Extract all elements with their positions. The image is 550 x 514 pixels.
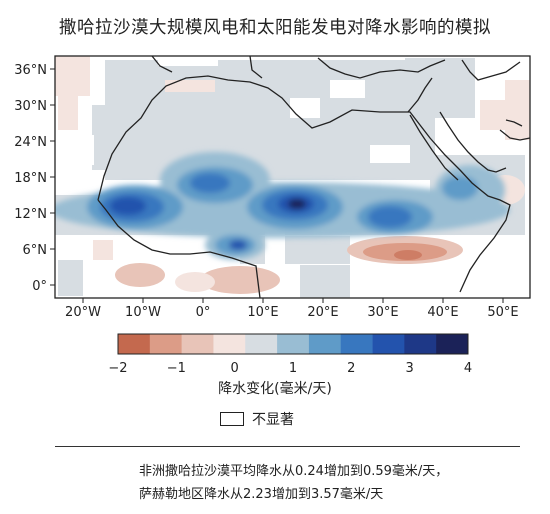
colorbar-tick-label: 2 (347, 361, 355, 376)
lon-tick-label: 50°E (487, 305, 518, 320)
lon-tick-label: 30°E (367, 305, 398, 320)
divider (55, 446, 520, 447)
figure-title: 撒哈拉沙漠大规模风电和太阳能发电对降水影响的模拟 (59, 18, 491, 38)
lat-tick-label: 24°N (14, 135, 47, 150)
lon-tick-label: 40°E (427, 305, 458, 320)
colorbar-cell (213, 334, 246, 354)
colorbar-cell (308, 334, 342, 354)
precipitation-field (55, 56, 530, 298)
lon-tick-label: 20°E (307, 305, 338, 320)
colorbar-tick-label: −1 (167, 361, 186, 376)
drying-areas (55, 56, 530, 294)
colorbar-tick-label: 1 (289, 361, 297, 376)
lon-tick-label: 0° (196, 305, 211, 320)
colorbar-cell (181, 334, 214, 354)
lat-tick-label: 18°N (14, 171, 47, 186)
colorbar-cell (340, 334, 373, 354)
colorbar-tick-label: 3 (406, 361, 414, 376)
lon-tick-label: 10°E (247, 305, 278, 320)
not-significant-label: 不显著 (252, 412, 294, 428)
colorbar-cell (245, 334, 278, 354)
lat-tick-label: 0° (32, 279, 47, 294)
colorbar-ticks: −2 −1 0 1 2 3 4 (108, 361, 472, 376)
lon-tick-label: 20°W (65, 305, 101, 320)
latitude-axis: 36°N 30°N 24°N 18°N 12°N 6°N 0° (14, 63, 55, 294)
longitude-axis: 20°W 10°W 0° 10°E 20°E 30°E 40°E 50°E (65, 298, 519, 320)
colorbar-cell (436, 334, 469, 354)
lon-tick-label: 10°W (125, 305, 161, 320)
colorbar-label: 降水变化(毫米/天) (218, 381, 332, 397)
colorbar-cell (404, 334, 437, 354)
colorbar-tick-label: 4 (464, 361, 472, 376)
colorbar-frame (117, 333, 469, 355)
note-line-2: 萨赫勒地区降水从2.23增加到3.57毫米/天 (139, 487, 384, 502)
colorbar-cell (118, 334, 151, 354)
not-significant-swatch (220, 412, 244, 426)
colorbar-cell (149, 334, 182, 354)
colorbar-cell (372, 334, 405, 354)
colorbar-tick-label: 0 (231, 361, 239, 376)
lat-tick-label: 6°N (23, 243, 48, 258)
note-line-1: 非洲撒哈拉沙漠平均降水从0.24增加到0.59毫米/天， (139, 464, 449, 479)
legend: 不显著 (220, 409, 294, 429)
colorbar (118, 334, 469, 354)
wetting-areas (55, 152, 510, 260)
colorbar-tick-label: −2 (108, 361, 127, 376)
lat-tick-label: 30°N (14, 99, 47, 114)
colorbar-cell (277, 334, 310, 354)
lat-tick-label: 12°N (14, 207, 47, 222)
lat-tick-label: 36°N (14, 63, 47, 78)
coastlines (97, 56, 530, 298)
